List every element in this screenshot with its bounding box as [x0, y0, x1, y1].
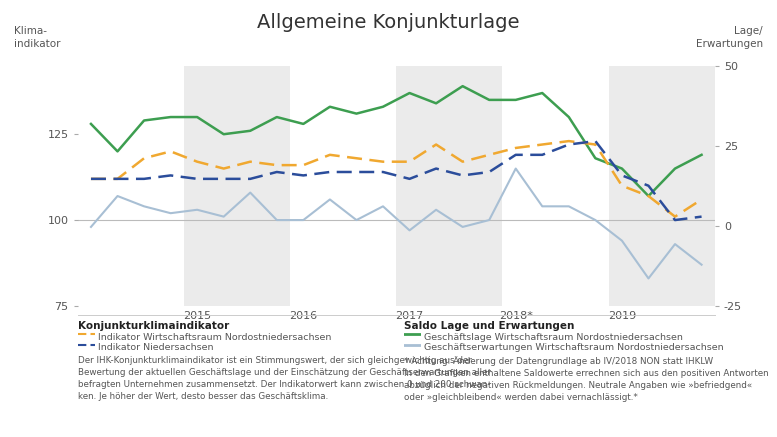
Bar [608, 66, 715, 306]
Text: Geschäftslage Wirtschaftsraum Nordostniedersachsen: Geschäftslage Wirtschaftsraum Nordostnie… [424, 333, 683, 342]
Text: Geschäftserwartungen Wirtschaftsraum Nordostniedersachsen: Geschäftserwartungen Wirtschaftsraum Nor… [424, 343, 724, 353]
Text: In den Grafiken enthaltene Saldowerte errechnen sich aus den positiven Antworten: In den Grafiken enthaltene Saldowerte er… [404, 369, 768, 402]
Text: Allgemeine Konjunkturlage: Allgemeine Konjunkturlage [257, 13, 520, 32]
Text: Der IHK-Konjunkturklimaindikator ist ein Stimmungswert, der sich gleichgewichtig: Der IHK-Konjunkturklimaindikator ist ein… [78, 356, 491, 401]
Text: Klima-
indikator: Klima- indikator [14, 26, 61, 49]
Text: * Achtung: Änderung der Datengrundlage ab IV/2018 NON statt IHKLW: * Achtung: Änderung der Datengrundlage a… [404, 356, 713, 366]
Bar [184, 66, 290, 306]
Text: Lage/
Erwartungen: Lage/ Erwartungen [696, 26, 763, 49]
Text: Saldo Lage und Erwartungen: Saldo Lage und Erwartungen [404, 321, 574, 331]
Text: Indikator Wirtschaftsraum Nordostniedersachsen: Indikator Wirtschaftsraum Nordostnieders… [98, 333, 331, 342]
Text: Indikator Niedersachsen: Indikator Niedersachsen [98, 343, 214, 353]
Text: Konjunkturklimaindikator: Konjunkturklimaindikator [78, 321, 229, 331]
Bar [396, 66, 503, 306]
